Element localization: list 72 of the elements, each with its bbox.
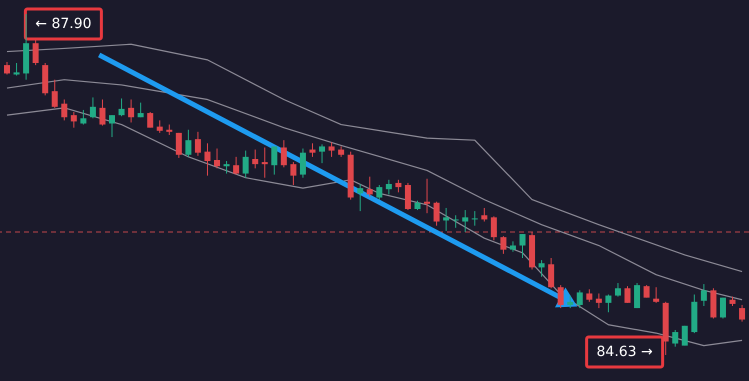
candlestick bbox=[614, 282, 621, 298]
candlestick bbox=[242, 150, 249, 178]
candlestick bbox=[481, 207, 488, 222]
annotation: 84.63 → bbox=[596, 344, 654, 360]
candlestick bbox=[596, 292, 602, 309]
candlestick bbox=[634, 282, 640, 309]
candlestick bbox=[61, 99, 68, 121]
candlestick bbox=[32, 40, 39, 66]
candlestick bbox=[672, 329, 678, 348]
candlestick bbox=[128, 99, 134, 123]
candlestick bbox=[462, 210, 468, 232]
candlestick bbox=[366, 176, 373, 197]
candlestick bbox=[538, 260, 545, 278]
candlestick bbox=[4, 61, 10, 75]
candlestick bbox=[576, 290, 583, 309]
candlestick bbox=[14, 62, 20, 76]
candlestick bbox=[443, 207, 450, 232]
candlestick bbox=[185, 129, 192, 158]
candlestick bbox=[147, 112, 154, 128]
candlestick bbox=[739, 304, 746, 322]
candlestick bbox=[558, 284, 564, 309]
candlestick bbox=[338, 146, 344, 158]
candlestick bbox=[280, 140, 287, 168]
candlestick bbox=[252, 149, 258, 169]
candlestick bbox=[176, 132, 182, 158]
candlestick bbox=[156, 120, 163, 134]
candlestick bbox=[357, 183, 364, 212]
candlestick bbox=[90, 96, 96, 119]
candlestick bbox=[224, 160, 230, 174]
candlestick bbox=[204, 142, 210, 176]
candlestick bbox=[271, 146, 278, 176]
candlestick bbox=[309, 142, 316, 158]
candlestick bbox=[118, 98, 125, 117]
candlestick bbox=[567, 295, 574, 309]
candlestick bbox=[290, 162, 296, 186]
candlestick bbox=[424, 178, 430, 214]
candlestick bbox=[138, 102, 144, 118]
candlestick bbox=[404, 182, 411, 211]
candlestick bbox=[233, 156, 240, 176]
candlestick bbox=[300, 148, 306, 178]
candlestick bbox=[395, 179, 402, 193]
candlestick bbox=[510, 240, 516, 252]
candlestick bbox=[262, 146, 268, 178]
candlestick bbox=[70, 112, 77, 128]
candlestick bbox=[490, 216, 497, 241]
candlestick bbox=[548, 258, 554, 289]
candlestick bbox=[319, 144, 326, 164]
candlestick bbox=[519, 234, 526, 259]
candlestick bbox=[109, 114, 116, 138]
candlestick bbox=[644, 284, 650, 298]
candlestick bbox=[99, 99, 106, 126]
candlestick bbox=[586, 288, 592, 302]
candlestick bbox=[414, 200, 420, 211]
candlestick bbox=[720, 297, 726, 319]
annotation: ← 87.90 bbox=[35, 16, 92, 32]
candlestick bbox=[472, 210, 478, 226]
candlestick bbox=[214, 148, 220, 169]
candlestick bbox=[605, 294, 612, 313]
candlestick bbox=[376, 184, 382, 200]
candlestick bbox=[624, 286, 631, 304]
candlestick bbox=[194, 131, 201, 156]
candlestick bbox=[700, 284, 707, 306]
candlestick bbox=[386, 179, 392, 195]
candlestick bbox=[166, 124, 172, 136]
candlestick bbox=[730, 296, 736, 306]
candlestick bbox=[80, 109, 86, 126]
candlestick bbox=[52, 79, 58, 108]
candlestick bbox=[452, 214, 459, 228]
candlestick bbox=[500, 236, 506, 254]
candlestick bbox=[434, 201, 440, 226]
candlestick bbox=[328, 142, 335, 158]
candlestick bbox=[653, 286, 660, 304]
